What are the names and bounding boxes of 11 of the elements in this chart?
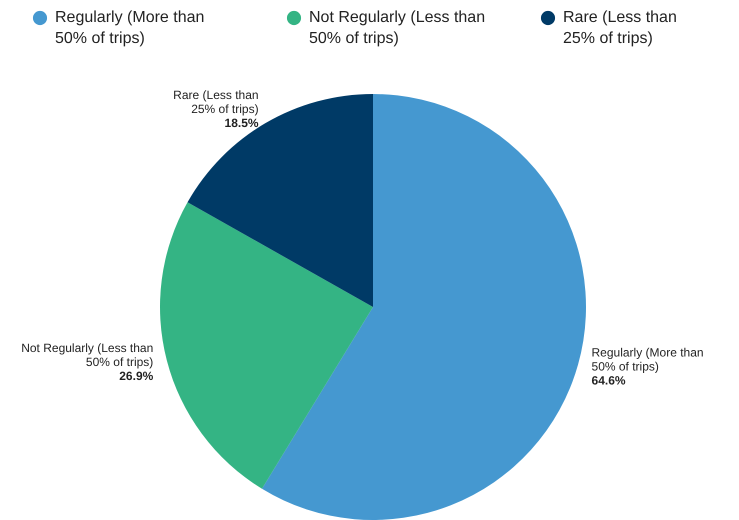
legend-label: Rare (Less than 25% of trips)	[563, 9, 677, 47]
pie-slice	[160, 202, 373, 489]
data-label: 64.6%	[592, 373, 626, 388]
slice-label: Regularly (More than 50% of trips)	[592, 345, 704, 374]
legend-label: Regularly (More than 50% of trips)	[55, 9, 204, 47]
data-label: 18.5%	[224, 116, 259, 130]
pie-slice	[262, 94, 586, 520]
legend-label: Not Regularly (Less than 50% of trips)	[309, 9, 486, 47]
slice-label: Rare (Less than 25% of trips)	[173, 88, 259, 116]
slice-label: Not Regularly (Less than 50% of trips)	[21, 341, 154, 370]
data-label: 26.9%	[119, 369, 154, 384]
